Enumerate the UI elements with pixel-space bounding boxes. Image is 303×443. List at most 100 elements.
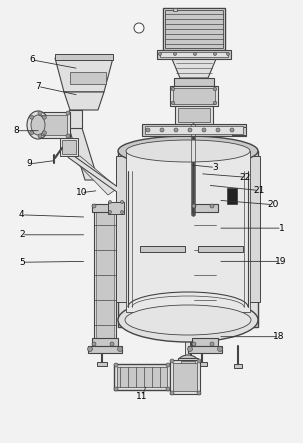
Circle shape bbox=[66, 111, 70, 115]
Polygon shape bbox=[172, 59, 216, 78]
Circle shape bbox=[230, 128, 234, 132]
Circle shape bbox=[216, 128, 220, 132]
Circle shape bbox=[110, 204, 114, 208]
Bar bbox=[88, 346, 122, 353]
Text: 11: 11 bbox=[136, 392, 148, 401]
Bar bbox=[196, 210, 214, 342]
Bar bbox=[248, 156, 260, 302]
Circle shape bbox=[146, 128, 150, 132]
Bar bbox=[194, 210, 216, 342]
Ellipse shape bbox=[126, 140, 250, 162]
Bar bbox=[192, 338, 218, 346]
Circle shape bbox=[38, 134, 42, 138]
Polygon shape bbox=[55, 58, 113, 92]
Circle shape bbox=[158, 53, 161, 55]
Bar bbox=[192, 204, 218, 212]
Bar bbox=[126, 151, 250, 312]
Circle shape bbox=[92, 204, 96, 208]
Circle shape bbox=[218, 346, 222, 351]
Bar bbox=[94, 210, 116, 342]
Circle shape bbox=[88, 346, 92, 351]
Ellipse shape bbox=[178, 355, 198, 369]
Circle shape bbox=[170, 359, 174, 363]
Polygon shape bbox=[69, 110, 82, 128]
Circle shape bbox=[166, 387, 170, 391]
Circle shape bbox=[174, 53, 177, 55]
Bar bbox=[173, 88, 215, 104]
Bar bbox=[170, 360, 200, 394]
Bar bbox=[197, 362, 207, 366]
Circle shape bbox=[38, 111, 42, 115]
Bar bbox=[70, 72, 106, 84]
Bar bbox=[157, 50, 231, 59]
Bar bbox=[92, 204, 118, 212]
Circle shape bbox=[66, 134, 70, 138]
Text: 2: 2 bbox=[19, 230, 25, 239]
Text: 5: 5 bbox=[19, 258, 25, 267]
Circle shape bbox=[192, 204, 196, 208]
Circle shape bbox=[170, 391, 174, 395]
Text: 8: 8 bbox=[13, 126, 18, 135]
Circle shape bbox=[210, 204, 214, 208]
Bar bbox=[160, 52, 228, 57]
Ellipse shape bbox=[31, 115, 45, 135]
Ellipse shape bbox=[27, 111, 49, 139]
Ellipse shape bbox=[118, 298, 258, 342]
Text: 18: 18 bbox=[273, 332, 285, 341]
Text: 21: 21 bbox=[253, 186, 265, 195]
Bar bbox=[114, 364, 170, 390]
Text: 22: 22 bbox=[240, 173, 251, 182]
Text: 3: 3 bbox=[212, 163, 218, 172]
Bar bbox=[38, 112, 70, 138]
Circle shape bbox=[42, 115, 46, 119]
Circle shape bbox=[192, 342, 196, 346]
Polygon shape bbox=[64, 92, 104, 110]
Text: 9: 9 bbox=[27, 159, 32, 168]
Bar bbox=[97, 362, 107, 366]
Circle shape bbox=[213, 101, 217, 105]
Bar bbox=[232, 127, 246, 135]
Circle shape bbox=[227, 53, 229, 55]
Bar bbox=[175, 106, 213, 124]
Bar bbox=[163, 8, 225, 50]
Circle shape bbox=[92, 342, 96, 346]
Circle shape bbox=[202, 128, 206, 132]
Bar bbox=[188, 346, 222, 353]
Circle shape bbox=[108, 210, 112, 214]
Text: 20: 20 bbox=[267, 200, 278, 209]
Circle shape bbox=[214, 53, 217, 55]
Circle shape bbox=[114, 363, 118, 367]
Bar bbox=[92, 338, 118, 346]
Circle shape bbox=[108, 201, 112, 203]
Circle shape bbox=[121, 201, 124, 203]
Bar bbox=[55, 54, 113, 60]
Circle shape bbox=[197, 391, 201, 395]
Circle shape bbox=[188, 128, 192, 132]
Circle shape bbox=[213, 87, 217, 91]
Circle shape bbox=[30, 115, 34, 119]
Bar bbox=[178, 358, 198, 378]
Bar bbox=[116, 156, 128, 302]
Polygon shape bbox=[69, 128, 98, 180]
Text: 1: 1 bbox=[279, 224, 285, 233]
Text: 7: 7 bbox=[35, 82, 41, 91]
Bar bbox=[145, 126, 243, 134]
Bar bbox=[41, 115, 67, 135]
Circle shape bbox=[118, 346, 122, 351]
Circle shape bbox=[194, 53, 197, 55]
Bar bbox=[234, 364, 242, 368]
Circle shape bbox=[30, 131, 34, 135]
Bar bbox=[140, 246, 185, 252]
Text: 10: 10 bbox=[75, 188, 87, 197]
Bar bbox=[96, 210, 114, 342]
Text: 6: 6 bbox=[29, 55, 35, 64]
Bar bbox=[60, 138, 78, 156]
Ellipse shape bbox=[118, 136, 258, 166]
Bar bbox=[62, 140, 76, 154]
Bar bbox=[118, 151, 258, 327]
Circle shape bbox=[110, 342, 114, 346]
Bar bbox=[198, 246, 243, 252]
Circle shape bbox=[42, 131, 46, 135]
Ellipse shape bbox=[125, 305, 251, 335]
Bar bbox=[181, 361, 195, 375]
